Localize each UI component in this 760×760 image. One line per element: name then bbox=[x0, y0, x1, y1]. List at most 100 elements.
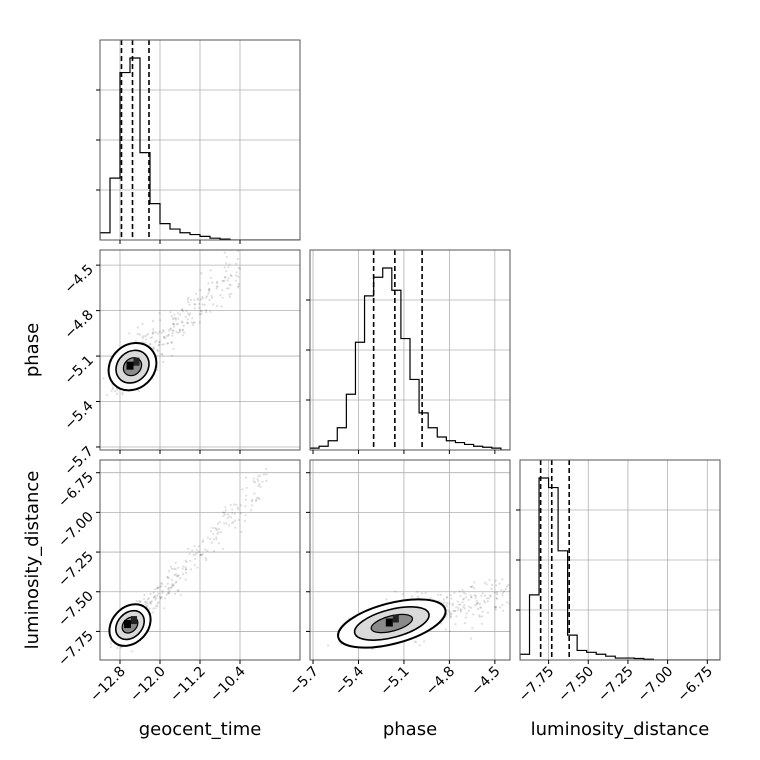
scatter-point bbox=[152, 596, 155, 599]
scatter-point bbox=[231, 522, 234, 525]
scatter-point bbox=[192, 321, 195, 324]
scatter-point bbox=[135, 600, 138, 603]
scatter-point bbox=[199, 289, 202, 292]
scatter-point bbox=[155, 597, 158, 600]
y-tick-label: −7.25 bbox=[55, 549, 97, 591]
scatter-point bbox=[167, 334, 170, 337]
scatter-point bbox=[160, 596, 163, 599]
scatter-point bbox=[151, 319, 154, 323]
scatter-point bbox=[152, 347, 155, 351]
scatter-point bbox=[154, 331, 157, 334]
scatter-point bbox=[235, 271, 238, 274]
scatter-point bbox=[223, 276, 226, 279]
scatter-point bbox=[423, 640, 426, 643]
scatter-point bbox=[230, 292, 233, 295]
scatter-point bbox=[418, 644, 421, 647]
scatter-point bbox=[134, 339, 137, 343]
scatter-point bbox=[501, 603, 504, 607]
scatter-point bbox=[201, 295, 204, 298]
scatter-point bbox=[198, 306, 201, 309]
scatter-point bbox=[244, 498, 247, 501]
scatter-point bbox=[184, 315, 187, 318]
scatter-point bbox=[216, 282, 219, 285]
scatter-point bbox=[169, 565, 173, 568]
scatter-point bbox=[501, 609, 504, 612]
scatter-point bbox=[470, 595, 473, 599]
scatter-point bbox=[252, 477, 255, 480]
scatter-point bbox=[470, 586, 473, 589]
scatter-point bbox=[239, 267, 242, 270]
scatter-point bbox=[193, 307, 196, 310]
scatter-point bbox=[217, 531, 220, 534]
scatter-point bbox=[168, 592, 171, 595]
scatter-point bbox=[156, 369, 159, 372]
scatter-point bbox=[206, 549, 209, 552]
scatter-point bbox=[121, 391, 124, 394]
scatter-point bbox=[159, 319, 162, 322]
scatter-point bbox=[210, 541, 213, 544]
scatter-point bbox=[450, 612, 453, 616]
scatter-point bbox=[470, 596, 473, 599]
scatter-point bbox=[461, 601, 464, 604]
scatter-point bbox=[148, 607, 151, 610]
scatter-point bbox=[161, 343, 164, 346]
density-peak bbox=[131, 616, 137, 625]
scatter-point bbox=[184, 571, 188, 574]
scatter-point bbox=[163, 336, 166, 339]
scatter-point bbox=[199, 309, 202, 312]
scatter-point bbox=[208, 287, 211, 291]
scatter-point bbox=[262, 473, 266, 476]
scatter-point bbox=[172, 584, 175, 587]
scatter-point bbox=[473, 594, 476, 597]
y-tick-label: −4.5 bbox=[61, 262, 96, 297]
scatter-point bbox=[429, 596, 432, 599]
scatter-point bbox=[215, 538, 218, 541]
scatter-point bbox=[226, 279, 229, 282]
scatter-point bbox=[234, 279, 237, 282]
scatter-point bbox=[416, 590, 419, 593]
scatter-point bbox=[170, 583, 174, 586]
scatter-point bbox=[237, 508, 240, 511]
scatter-point bbox=[138, 333, 142, 336]
scatter-point bbox=[255, 499, 258, 502]
scatter-point bbox=[166, 582, 169, 585]
y-tick-label: −5.1 bbox=[61, 353, 96, 388]
scatter-point bbox=[217, 542, 221, 545]
scatter-point bbox=[154, 598, 157, 601]
x-axis-label-luminosity_distance: luminosity_distance bbox=[531, 719, 710, 740]
scatter-point bbox=[162, 360, 165, 364]
scatter-point bbox=[446, 596, 449, 599]
scatter-point bbox=[449, 616, 452, 619]
scatter-point bbox=[245, 476, 248, 479]
scatter-point bbox=[228, 283, 231, 286]
scatter-point bbox=[171, 331, 174, 335]
scatter-point bbox=[208, 290, 211, 293]
scatter-point bbox=[489, 594, 492, 597]
scatter-point bbox=[141, 322, 144, 325]
scatter-panel-phase-luminosity_distance bbox=[310, 460, 510, 660]
scatter-point bbox=[171, 354, 174, 357]
scatter-point bbox=[445, 603, 448, 606]
contour-outer bbox=[337, 598, 447, 649]
scatter-point bbox=[144, 341, 147, 344]
scatter-point bbox=[235, 503, 238, 506]
scatter-point bbox=[475, 599, 478, 603]
scatter-point bbox=[158, 330, 161, 333]
scatter-point bbox=[168, 570, 171, 573]
scatter-point bbox=[154, 341, 157, 344]
scatter-point bbox=[224, 509, 227, 512]
scatter-point bbox=[203, 303, 206, 306]
scatter-point bbox=[183, 331, 186, 334]
scatter-point bbox=[176, 575, 179, 578]
scatter-point bbox=[229, 516, 233, 519]
scatter-point bbox=[174, 568, 177, 571]
density-peak bbox=[126, 361, 134, 370]
scatter-point bbox=[241, 488, 244, 491]
scatter-point bbox=[483, 594, 487, 597]
scatter-point bbox=[201, 553, 204, 556]
scatter-point bbox=[200, 554, 203, 557]
scatter-point bbox=[205, 309, 208, 312]
x-tick-label: −4.5 bbox=[468, 664, 503, 699]
scatter-point bbox=[501, 591, 504, 595]
